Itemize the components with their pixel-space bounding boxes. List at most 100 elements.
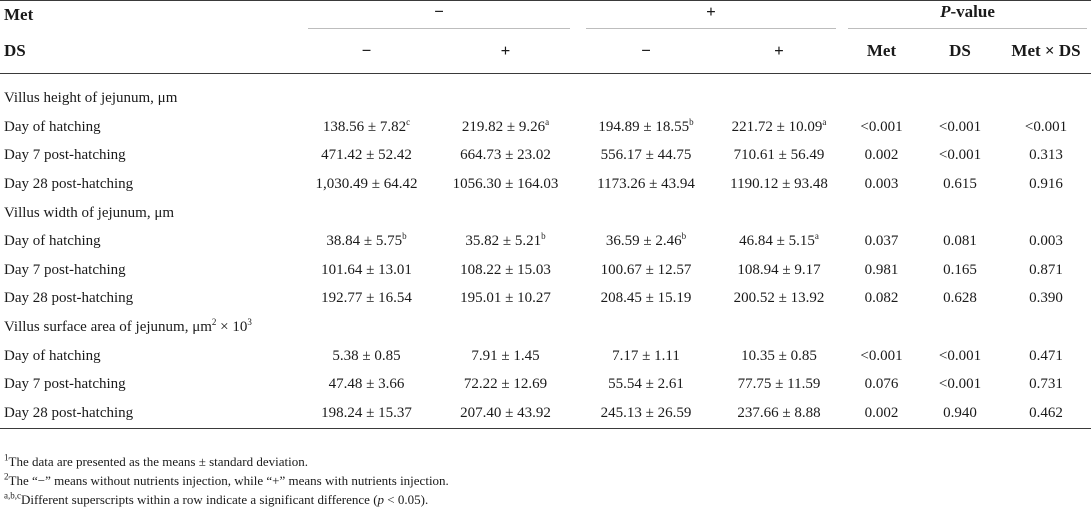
mean-sd-value: 710.61 ± 56.49: [733, 147, 825, 164]
row-label: Day 7 post-hatching: [4, 376, 126, 393]
mean-sd-cell: 471.42 ± 52.42: [300, 142, 433, 171]
mean-sd-value: 55.54 ± 2.61: [608, 376, 684, 393]
met-minus-label: −: [308, 2, 570, 29]
p-value-cell: <0.001: [938, 347, 982, 364]
p-value-cell: 0.471: [1029, 347, 1063, 364]
mean-sd-value: 7.17 ± 1.11: [612, 347, 680, 364]
mean-sd-cell: 46.84 ± 5.15a: [714, 228, 844, 257]
mean-sd-value: 664.73 ± 23.02: [460, 147, 551, 164]
p-value-cell: 0.076: [864, 376, 899, 393]
mean-sd-cell: 208.45 ± 15.19: [578, 285, 714, 314]
p-value-cell: <0.001: [938, 147, 982, 164]
mean-sd-value: 221.72 ± 10.09: [731, 118, 823, 135]
p-col-ds: DS: [919, 29, 1001, 74]
p-value-cell: 0.462: [1001, 399, 1091, 429]
mean-sd-cell: 1,030.49 ± 64.42: [300, 170, 433, 199]
table-body: Villus height of jejunum, μm Day of hatch…: [0, 74, 1091, 429]
table-row: Day of hatching 138.56 ± 7.82c 219.82 ± 9.…: [0, 113, 1091, 142]
mean-sd-value: 194.89 ± 18.55: [598, 118, 690, 135]
significance-superscript: b: [681, 231, 687, 242]
row-label: Day 7 post-hatching: [4, 147, 126, 164]
ds-header-label: DS: [0, 29, 300, 74]
mean-sd-cell: 219.82 ± 9.26a: [433, 113, 578, 142]
p-value-cell: <0.001: [938, 376, 982, 393]
ds-col-4: +: [714, 29, 844, 74]
mean-sd-cell: 10.35 ± 0.85: [714, 342, 844, 371]
mean-sd-value: 1173.26 ± 43.94: [597, 175, 695, 192]
row-label: Day 7 post-hatching: [4, 261, 126, 278]
mean-sd-value: 1056.30 ± 164.03: [452, 175, 559, 192]
mean-sd-value: 38.84 ± 5.75: [326, 233, 403, 250]
mean-sd-value: 471.42 ± 52.42: [321, 147, 412, 164]
mean-sd-cell: 1056.30 ± 164.03: [433, 170, 578, 199]
mean-sd-cell: 138.56 ± 7.82c: [300, 113, 433, 142]
mean-sd-value: 47.48 ± 3.66: [328, 376, 405, 393]
pvalue-rest: -value: [950, 1, 995, 21]
ds-col-1: −: [300, 29, 433, 74]
significance-superscript: a: [822, 116, 827, 127]
mean-sd-cell: 207.40 ± 43.92: [433, 399, 578, 429]
row-label: Day of hatching: [4, 233, 101, 250]
p-value-cell: 0.628: [943, 290, 977, 307]
footnote-1-text: The data are presented as the means ± st…: [8, 454, 309, 469]
mean-sd-cell: 38.84 ± 5.75b: [300, 228, 433, 257]
mean-sd-cell: 1190.12 ± 93.48: [714, 170, 844, 199]
mean-sd-value: 198.24 ± 15.37: [321, 404, 412, 421]
mean-sd-value: 108.94 ± 9.17: [737, 261, 821, 278]
mean-sd-value: 207.40 ± 43.92: [460, 404, 551, 421]
mean-sd-cell: 7.91 ± 1.45: [433, 342, 578, 371]
mean-sd-cell: 664.73 ± 23.02: [433, 142, 578, 171]
row-label: Day 28 post-hatching: [4, 290, 134, 307]
mean-sd-value: 10.35 ± 0.85: [741, 347, 817, 364]
significance-superscript: a: [545, 116, 550, 127]
section-title-text: Villus surface area of jejunum, μm: [4, 319, 212, 335]
mean-sd-cell: 108.22 ± 15.03: [433, 256, 578, 285]
table-row: Day 28 post-hatching 192.77 ± 16.54 195.01…: [0, 285, 1091, 314]
p-value-cell: 0.871: [1029, 261, 1063, 278]
mean-sd-cell: 72.22 ± 12.69: [433, 371, 578, 400]
mean-sd-cell: 47.48 ± 3.66: [300, 371, 433, 400]
significance-superscript: b: [402, 231, 407, 242]
section-title-suffix: × 10: [216, 319, 248, 335]
significance-superscript: b: [541, 231, 546, 242]
row-label: Day of hatching: [4, 118, 101, 135]
mean-sd-cell: 195.01 ± 10.27: [433, 285, 578, 314]
p-value-cell: 0.082: [864, 290, 899, 307]
footnotes: 1The data are presented as the means ± s…: [4, 452, 449, 509]
mean-sd-value: 36.59 ± 2.46: [605, 233, 682, 250]
mean-sd-cell: 237.66 ± 8.88: [714, 399, 844, 429]
section-title-exponent: 3: [247, 317, 252, 327]
p-col-met: Met: [844, 29, 919, 74]
section-title-text: Villus height of jejunum, μm: [4, 90, 178, 106]
table-row: Day 28 post-hatching 1,030.49 ± 64.42 1056…: [0, 170, 1091, 199]
mean-sd-value: 138.56 ± 7.82: [322, 118, 407, 135]
mean-sd-cell: 194.89 ± 18.55b: [578, 113, 714, 142]
met-plus-group: +: [578, 0, 844, 29]
row-label: Day 28 post-hatching: [0, 399, 300, 429]
footnote-1: 1The data are presented as the means ± s…: [4, 452, 449, 471]
table-row: Day of hatching 5.38 ± 0.85 7.91 ± 1.45 7.1…: [0, 342, 1091, 371]
mean-sd-value: 46.84 ± 5.15: [739, 233, 815, 250]
spacer-cell: [0, 74, 1091, 85]
mean-sd-cell: 200.52 ± 13.92: [714, 285, 844, 314]
section-header-row: Villus height of jejunum, μm: [0, 84, 1091, 113]
pvalue-italic: P: [940, 1, 951, 21]
p-value-cell: 0.313: [1029, 147, 1063, 164]
mean-sd-cell: 108.94 ± 9.17: [714, 256, 844, 285]
met-minus-group: −: [300, 0, 578, 29]
pvalue-label: P-value: [848, 1, 1088, 29]
mean-sd-value: 219.82 ± 9.26: [461, 118, 546, 135]
table-row: Day 7 post-hatching 47.48 ± 3.66 72.22 ± 1…: [0, 371, 1091, 400]
section-title: Villus width of jejunum, μm: [0, 199, 1091, 228]
section-header-row: Villus surface area of jejunum, μm2 × 10…: [0, 313, 1091, 342]
section-title-superscript: 2: [211, 317, 217, 327]
mean-sd-cell: 198.24 ± 15.37: [300, 399, 433, 429]
footnote-3-mark: a,b,c: [4, 490, 21, 501]
mean-sd-value: 100.67 ± 12.57: [600, 261, 692, 278]
p-value-cell: 0.003: [1029, 233, 1063, 250]
mean-sd-value: 72.22 ± 12.69: [463, 376, 548, 393]
p-col-interaction: Met × DS: [1001, 29, 1091, 74]
p-value-cell: <0.001: [860, 347, 903, 364]
ds-col-2: +: [433, 29, 578, 74]
mean-sd-cell: 5.38 ± 0.85: [300, 342, 433, 371]
